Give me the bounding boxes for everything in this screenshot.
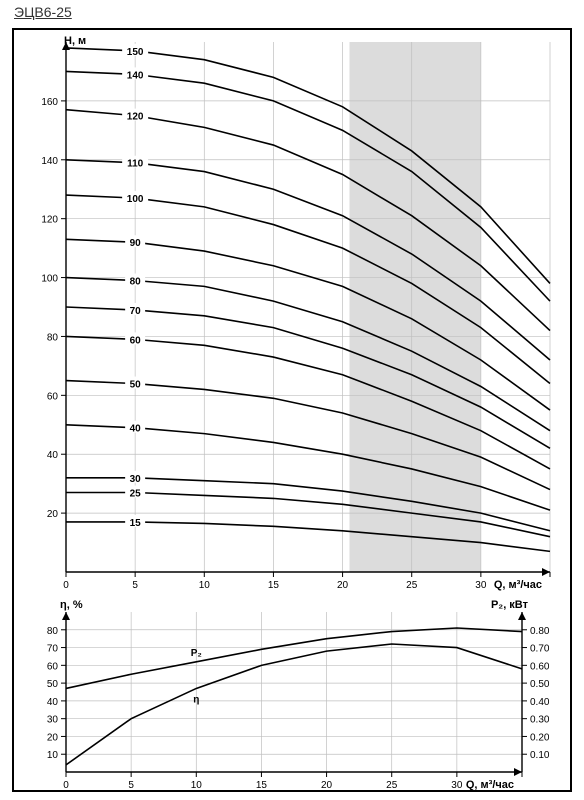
svg-text:0.30: 0.30 (530, 715, 550, 726)
svg-text:100: 100 (41, 274, 58, 285)
svg-text:80: 80 (130, 277, 142, 288)
svg-text:0: 0 (63, 580, 69, 591)
svg-text:10: 10 (199, 580, 211, 591)
svg-text:P₂: P₂ (191, 648, 202, 659)
svg-text:P₂, кВт: P₂, кВт (491, 599, 529, 611)
svg-text:30: 30 (451, 780, 463, 790)
svg-text:100: 100 (127, 194, 144, 205)
svg-text:25: 25 (406, 580, 418, 591)
svg-text:60: 60 (130, 335, 142, 346)
svg-text:0.40: 0.40 (530, 697, 550, 708)
svg-text:20: 20 (321, 780, 333, 790)
chart-canvas: 1525304050607080901001101201401500510152… (14, 30, 570, 790)
svg-text:40: 40 (47, 450, 59, 461)
svg-text:10: 10 (47, 750, 59, 761)
chart-title: ЭЦВ6-25 (14, 4, 72, 20)
svg-text:Q, м³/час: Q, м³/час (494, 579, 542, 591)
svg-text:0.70: 0.70 (530, 644, 550, 655)
svg-text:80: 80 (47, 332, 59, 343)
svg-text:50: 50 (47, 679, 59, 690)
svg-text:5: 5 (128, 780, 134, 790)
svg-text:0.50: 0.50 (530, 679, 550, 690)
svg-text:25: 25 (386, 780, 398, 790)
svg-text:20: 20 (337, 580, 349, 591)
svg-text:60: 60 (47, 661, 59, 672)
svg-text:η: η (193, 694, 199, 705)
svg-text:40: 40 (47, 697, 59, 708)
svg-text:25: 25 (130, 489, 142, 500)
svg-text:0.60: 0.60 (530, 661, 550, 672)
svg-text:5: 5 (132, 580, 138, 591)
svg-text:0: 0 (63, 780, 69, 790)
svg-text:30: 30 (47, 715, 59, 726)
svg-text:160: 160 (41, 97, 58, 108)
svg-text:60: 60 (47, 391, 59, 402)
svg-text:Н, м: Н, м (64, 35, 86, 47)
svg-text:70: 70 (130, 306, 142, 317)
svg-text:120: 120 (127, 112, 144, 123)
svg-text:0.10: 0.10 (530, 750, 550, 761)
svg-text:20: 20 (47, 509, 59, 520)
svg-text:15: 15 (256, 780, 268, 790)
svg-text:10: 10 (191, 780, 203, 790)
svg-text:140: 140 (41, 156, 58, 167)
svg-text:30: 30 (130, 474, 142, 485)
svg-text:η, %: η, % (60, 599, 83, 611)
svg-text:15: 15 (130, 518, 142, 529)
svg-text:40: 40 (130, 424, 142, 435)
chart-frame: 1525304050607080901001101201401500510152… (12, 28, 572, 792)
svg-text:30: 30 (475, 580, 487, 591)
svg-text:15: 15 (268, 580, 280, 591)
svg-text:20: 20 (47, 732, 59, 743)
svg-text:140: 140 (127, 70, 144, 81)
svg-text:120: 120 (41, 215, 58, 226)
svg-text:0.80: 0.80 (530, 626, 550, 637)
svg-text:90: 90 (130, 238, 142, 249)
svg-text:50: 50 (130, 380, 142, 391)
svg-text:0.20: 0.20 (530, 732, 550, 743)
svg-text:Q, м³/час: Q, м³/час (466, 779, 514, 790)
svg-text:70: 70 (47, 644, 59, 655)
svg-text:80: 80 (47, 626, 59, 637)
svg-text:110: 110 (127, 159, 144, 170)
svg-text:150: 150 (127, 47, 144, 58)
